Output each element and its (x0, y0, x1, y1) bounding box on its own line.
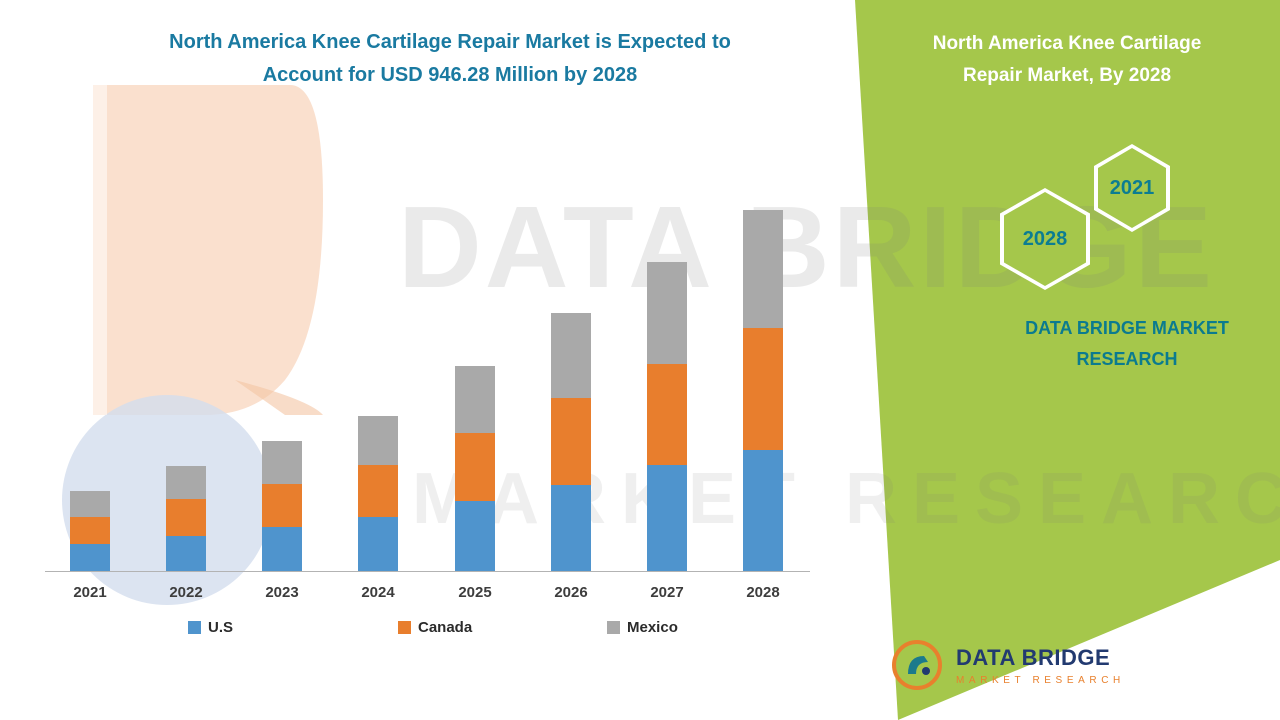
panel-brand-line2: RESEARCH (1076, 349, 1178, 369)
panel-title: North America Knee Cartilage Repair Mark… (887, 28, 1247, 92)
bar-segment-us-2028 (743, 450, 783, 571)
panel-brand-text: DATA BRIDGE MARKET RESEARCH (975, 313, 1279, 375)
chart-area (45, 205, 810, 572)
bar-segment-mexico-2024 (358, 416, 398, 465)
bar-segment-us-2022 (166, 535, 206, 571)
bar-segment-canada-2026 (551, 398, 591, 486)
footer-logo-subtitle: MARKET RESEARCH (956, 674, 1125, 686)
footer-logo-name: DATA BRIDGE (956, 644, 1111, 670)
bar-segment-us-2024 (358, 516, 398, 571)
stacked-bar-2027 (647, 261, 687, 571)
stacked-bar-2025 (455, 366, 495, 571)
hexagon-badge-2021: 2021 (1094, 144, 1170, 232)
legend-marker-canada (398, 621, 411, 634)
stacked-bar-2026 (551, 313, 591, 571)
x-axis-label-2027: 2027 (650, 584, 684, 601)
bar-segment-us-2027 (647, 464, 687, 571)
panel-title-line1: North America Knee Cartilage (932, 33, 1202, 54)
bar-segment-us-2025 (455, 501, 495, 571)
stacked-bar-2024 (358, 416, 398, 571)
bar-segment-canada-2025 (455, 433, 495, 502)
bar-segment-mexico-2021 (70, 491, 110, 518)
bar-segment-us-2026 (551, 485, 591, 571)
panel-title-line2: Repair Market, By 2028 (962, 65, 1172, 86)
bar-segment-mexico-2027 (647, 261, 687, 364)
legend-label-us: U.S (208, 619, 234, 636)
legend-item-us: U.S (188, 619, 233, 636)
x-axis-label-2025: 2025 (458, 584, 492, 601)
chart-legend: U.S Canada Mexico (0, 619, 860, 643)
bar-segment-us-2021 (70, 543, 110, 571)
page-title: North America Knee Cartilage Repair Mark… (90, 26, 810, 92)
hexagon-badge-2028: 2028 (1000, 188, 1090, 290)
bar-segment-mexico-2023 (262, 440, 302, 485)
page-title-line1: North America Knee Cartilage Repair Mark… (169, 31, 731, 53)
legend-marker-mexico (607, 621, 620, 634)
stacked-bar-2023 (262, 440, 302, 571)
legend-item-canada: Canada (398, 619, 472, 636)
bar-segment-canada-2021 (70, 517, 110, 544)
x-axis-label-2026: 2026 (554, 584, 588, 601)
legend-label-mexico: Mexico (627, 619, 678, 636)
bar-segment-canada-2023 (262, 484, 302, 528)
panel-brand-line1: DATA BRIDGE MARKET (1025, 318, 1229, 338)
x-axis-label-2028: 2028 (746, 584, 780, 601)
bar-segment-us-2023 (262, 527, 302, 571)
bar-segment-mexico-2025 (455, 366, 495, 434)
bar-segment-mexico-2026 (551, 313, 591, 399)
plot-area (45, 205, 810, 571)
dbmr-logo-icon (892, 640, 942, 690)
bar-segment-mexico-2028 (743, 210, 783, 329)
x-axis-label-2023: 2023 (265, 584, 299, 601)
stacked-bar-2028 (743, 210, 783, 571)
hexagon-year-label: 2021 (1098, 148, 1166, 228)
stacked-bar-2022 (166, 466, 206, 571)
legend-label-canada: Canada (418, 619, 473, 636)
bar-segment-canada-2024 (358, 464, 398, 517)
footer-logo: DATA BRIDGE MARKET RESEARCH (890, 638, 1125, 692)
legend-item-mexico: Mexico (607, 619, 678, 636)
x-axis-label-2024: 2024 (361, 584, 395, 601)
legend-marker-us (188, 621, 201, 634)
bar-segment-canada-2022 (166, 498, 206, 536)
footer-logo-text: DATA BRIDGE MARKET RESEARCH (956, 645, 1125, 686)
page-title-line2: Account for USD 946.28 Million by 2028 (262, 64, 638, 86)
bar-segment-canada-2027 (647, 363, 687, 465)
stacked-bar-2021 (70, 491, 110, 571)
x-axis-labels: 2021 2022 2023 2024 2025 2026 2027 2028 (45, 584, 810, 606)
x-axis-label-2021: 2021 (73, 584, 107, 601)
bar-segment-mexico-2022 (166, 466, 206, 499)
bar-segment-canada-2028 (743, 328, 783, 451)
x-axis-label-2022: 2022 (169, 584, 203, 601)
